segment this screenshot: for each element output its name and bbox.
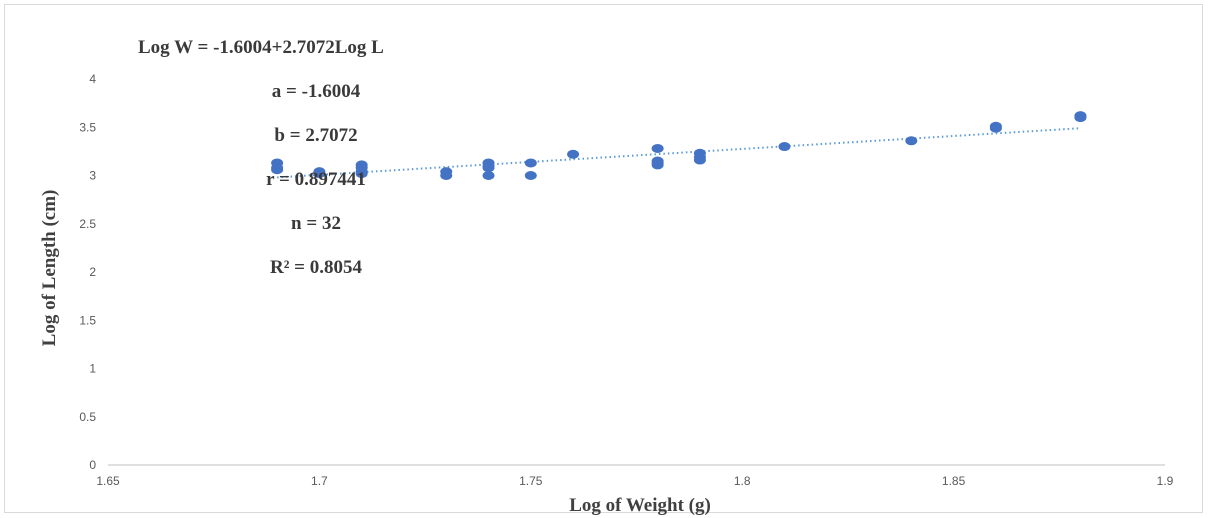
y-tick-label: 0 (89, 458, 96, 472)
annotation-1: a = -1.6004 (272, 81, 361, 102)
data-point (355, 169, 368, 179)
data-point (440, 171, 453, 180)
y-tick-label: 3 (89, 169, 96, 183)
data-point (313, 169, 326, 179)
data-point (271, 165, 284, 175)
data-points (271, 111, 1087, 180)
x-axis-title: Log of Weight (g) (569, 495, 711, 516)
annotation-4: n = 32 (291, 213, 341, 234)
data-point (693, 155, 706, 165)
data-point (778, 142, 791, 152)
data-point (482, 163, 495, 173)
annotation-3: r = 0.897441 (266, 169, 366, 190)
y-axis-title: Log of Length (cm) (39, 190, 60, 347)
y-tick-label: 0.5 (79, 410, 96, 424)
x-tick-label: 1.8 (734, 474, 751, 488)
annotation-2: b = 2.7072 (274, 125, 357, 146)
y-tick-label: 1.5 (79, 313, 96, 327)
data-point (651, 143, 664, 153)
trendline (277, 127, 1081, 179)
x-tick-label: 1.9 (1157, 474, 1174, 488)
y-tick-label: 1 (89, 362, 96, 376)
y-tick-label: 2.5 (79, 217, 96, 231)
data-point (567, 149, 580, 159)
data-point (905, 136, 918, 146)
data-point (524, 171, 537, 180)
x-tick-label: 1.75 (519, 474, 543, 488)
y-tick-label: 4 (89, 72, 96, 86)
data-point (989, 123, 1002, 133)
annotation-0: Log W = -1.6004+2.7072Log L (138, 37, 384, 58)
y-tick-label: 2 (89, 265, 96, 279)
data-point (651, 160, 664, 170)
x-tick-label: 1.65 (96, 474, 120, 488)
y-tick-labels: 0 0.5 1 1.5 2 2.5 3 3.5 4 (79, 72, 96, 472)
annotation-5: R² = 0.8054 (270, 257, 362, 278)
equation-annotations: Log W = -1.6004+2.7072Log L a = -1.6004 b … (138, 37, 384, 278)
x-tick-labels: 1.65 1.7 1.75 1.8 1.85 1.9 (96, 474, 1173, 488)
data-point (524, 158, 537, 168)
data-point (1074, 113, 1087, 123)
y-tick-label: 3.5 (79, 120, 96, 134)
chart-frame (4, 4, 1203, 513)
data-point (482, 171, 495, 180)
x-tick-label: 1.7 (311, 474, 328, 488)
x-tick-label: 1.85 (942, 474, 966, 488)
